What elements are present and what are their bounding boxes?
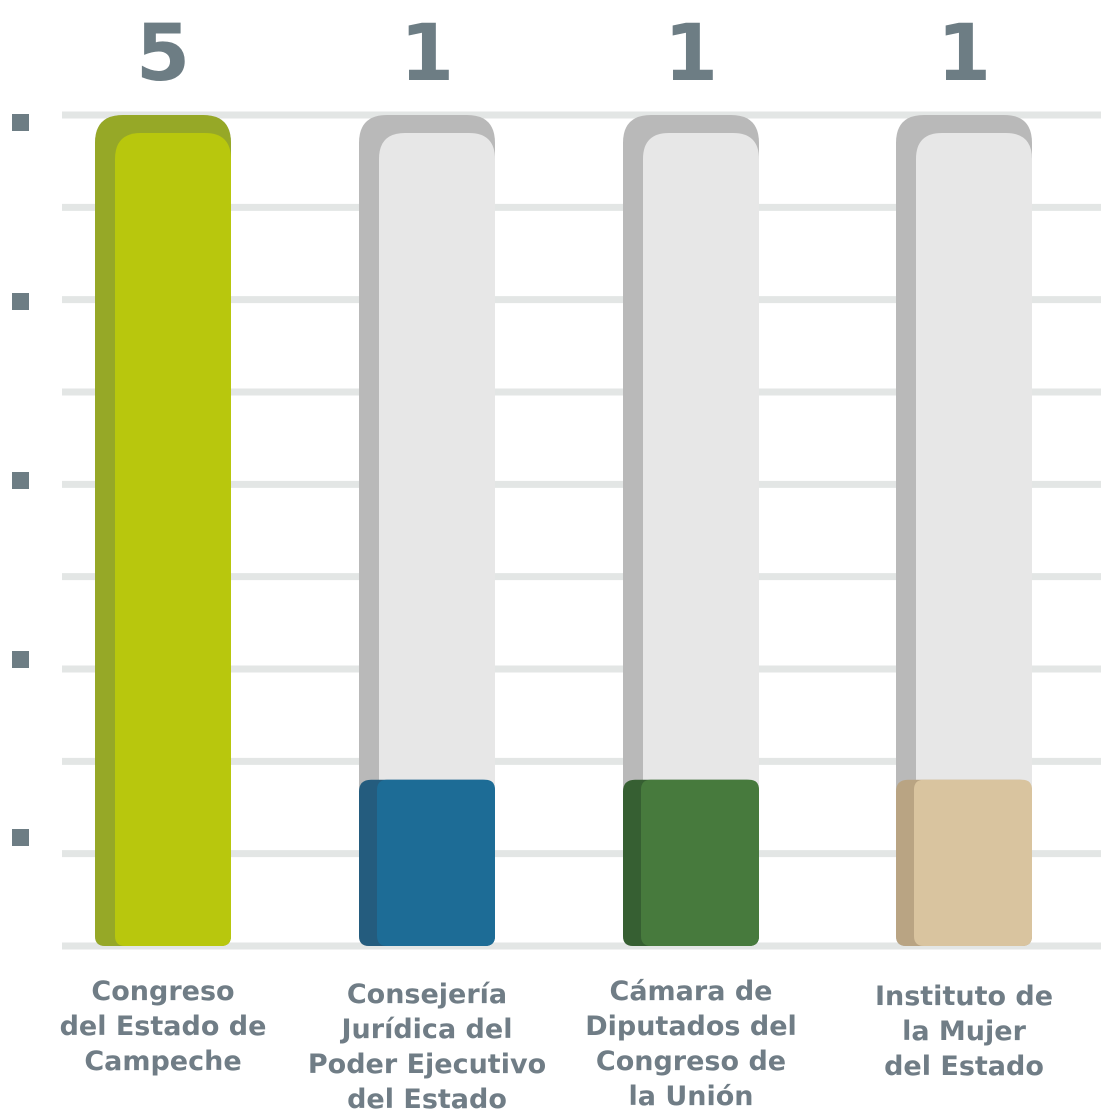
category-label-line: Instituto de: [875, 981, 1053, 1012]
category-label: Cámara de Diputados del Congreso de la Unió…: [585, 976, 797, 1112]
bar-track: [643, 133, 759, 946]
category-label-line: Cámara de: [610, 976, 773, 1007]
bar-group: [359, 115, 495, 946]
category-label-line: la Mujer: [902, 1016, 1027, 1047]
category-label-line: Diputados del: [585, 1011, 797, 1042]
bar-track: [916, 133, 1032, 946]
category-label-line: del Estado: [884, 1051, 1044, 1082]
category-label-line: la Unión: [628, 1081, 753, 1112]
category-label: Consejería Jurídica del Poder Ejecutivo del…: [308, 979, 546, 1112]
bar: [914, 779, 1032, 946]
category-label-line: Campeche: [84, 1046, 241, 1077]
category-labels: Congreso del Estado de Campeche Consejería J…: [60, 976, 1053, 1112]
category-label: Instituto de la Mujer del Estado: [875, 981, 1053, 1082]
category-label-line: del Estado: [347, 1084, 507, 1112]
category-label-line: del Estado de: [60, 1011, 267, 1042]
category-label-line: Consejería: [347, 979, 507, 1010]
category-label: Congreso del Estado de Campeche: [60, 976, 267, 1077]
value-label: 1: [400, 9, 454, 99]
bar: [641, 779, 759, 946]
bar-track: [379, 133, 495, 946]
value-labels: 5 1 1 1: [136, 9, 991, 99]
bar: [115, 133, 231, 946]
bar: [377, 779, 495, 946]
bars: [95, 115, 1032, 946]
bar-group: [623, 115, 759, 946]
value-label: 1: [937, 9, 991, 99]
category-label-line: Congreso: [91, 976, 234, 1007]
category-label-line: Jurídica del: [340, 1014, 513, 1045]
y-tick-mark: [12, 472, 29, 489]
y-ticks: [12, 114, 29, 846]
category-label-line: Congreso de: [596, 1046, 786, 1077]
value-label: 1: [664, 9, 718, 99]
category-label-line: Poder Ejecutivo: [308, 1049, 546, 1080]
y-tick-mark: [12, 293, 29, 310]
y-tick-mark: [12, 114, 29, 131]
y-tick-mark: [12, 829, 29, 846]
y-tick-mark: [12, 651, 29, 668]
value-label: 5: [136, 9, 190, 99]
bar-group: [896, 115, 1032, 946]
bar-group: [95, 115, 231, 946]
